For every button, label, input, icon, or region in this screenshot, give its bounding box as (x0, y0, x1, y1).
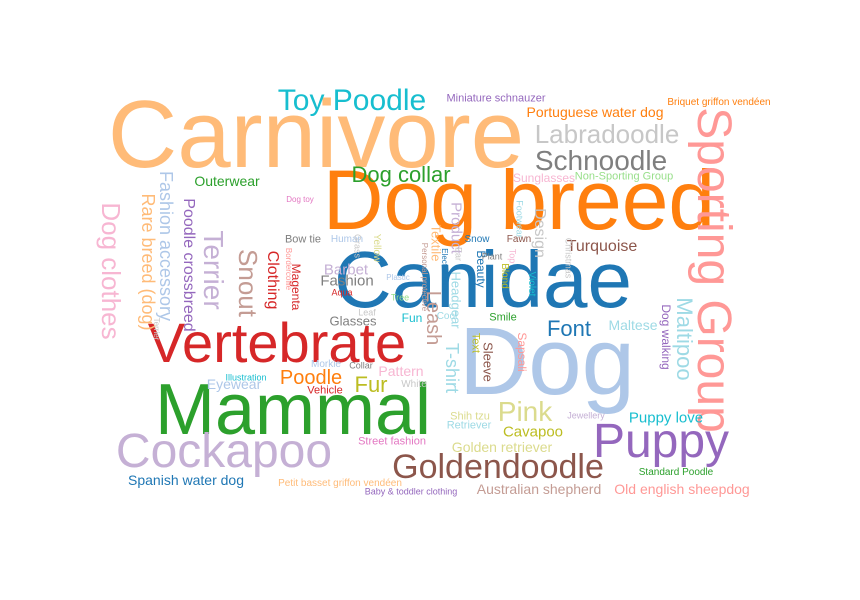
word-australian-shepherd: Australian shepherd (476, 481, 602, 497)
word-jewellery: Jewellery (567, 410, 605, 421)
word-turquoise: Turquoise (566, 238, 638, 255)
word-fur: Fur (354, 372, 388, 397)
word-text: Text (469, 332, 482, 354)
word-street-fashion: Street fashion (358, 435, 426, 448)
word-leaf: Leaf (358, 307, 376, 318)
word-eyewear: Eyewear (206, 376, 262, 392)
word-rare-breed-dog: Rare breed (dog) (138, 193, 158, 331)
word-fashion: Fashion (320, 272, 374, 290)
word-violet: Violet (526, 271, 537, 297)
word-human: Human (330, 234, 364, 245)
word-t-shirt: T-shirt (442, 342, 462, 394)
word-dog-collar: Dog collar (351, 162, 451, 187)
word-pink: Pink (497, 396, 553, 427)
word-sapsali: Sapsali (515, 332, 529, 372)
word-tree: Tree (390, 292, 410, 303)
word-sleeve: Sleeve (480, 342, 496, 382)
word-plastic: Plastic (386, 273, 410, 282)
word-puppy: Puppy (592, 415, 730, 468)
word-vertebrate: Vertebrate (147, 311, 407, 374)
word-shih-tzu: Shih tzu (450, 410, 490, 423)
word-poodle-crossbreed: Poodle crossbreed (180, 198, 197, 332)
word-barbet: Barbet (323, 261, 369, 279)
word-design: Design (531, 208, 548, 258)
word-cavapoo: Cavapoo (502, 423, 564, 441)
word-poodle: Poodle (279, 367, 343, 389)
word-snow: Snow (464, 234, 490, 245)
word-plant: Plant (481, 251, 503, 262)
word-non-sporting-group: Non-Sporting Group (574, 170, 674, 183)
word-baby-toddler-clothing: Baby & toddler clothing (364, 486, 458, 497)
word-morkie: Morkie (310, 359, 342, 370)
word-outerwear: Outerwear (194, 173, 260, 189)
word-petit-basset-griffon-vend-en: Petit basset griffon vendéen (278, 478, 402, 489)
word-dog-clothes: Dog clothes (96, 202, 126, 340)
word-christmas: Christmas (563, 237, 574, 279)
word-ear: Ear (453, 246, 464, 262)
word-sunglasses: Sunglasses (512, 171, 576, 185)
word-snout: Snout (233, 249, 263, 317)
word-fawn: Fawn (506, 234, 532, 245)
word-illustration: Illustration (225, 372, 267, 383)
word-spanish-water-dog: Spanish water dog (128, 472, 244, 488)
word-aqua: Aqua (331, 287, 353, 298)
word-briquet-griffon-vend-en: Briquet griffon vendéen (667, 97, 771, 108)
word-cool: Cool (436, 311, 458, 322)
word-pattern: Pattern (378, 363, 424, 379)
word-standard-poodle: Standard Poodle (638, 467, 714, 478)
word-terrier: Terrier (198, 230, 229, 310)
word-top: Top (507, 248, 518, 264)
word-smile: Smile (489, 311, 517, 324)
word-grass: Grass (352, 233, 363, 259)
word-collar: Collar (349, 360, 373, 371)
word-footwear: Footwear (514, 200, 525, 238)
word-sporting-group: Sporting Group (687, 107, 740, 433)
word-bow-tie: Bow tie (284, 233, 322, 246)
word-golden-retriever: Golden retriever (451, 439, 553, 455)
word-schnoodle: Schnoodle (534, 145, 668, 176)
word-dog-breed: Dog breed (322, 153, 716, 247)
word-fashion-accessory: Fashion accessory (156, 170, 176, 322)
word-cockapoo: Cockapoo (115, 425, 333, 478)
word-personal-protective: Personal protective (420, 242, 429, 312)
word-dog: Dog (458, 308, 636, 415)
word-labradoodle: Labradoodle (534, 119, 680, 149)
word-portuguese-water-dog: Portuguese water dog (526, 104, 664, 120)
word-glasses: Glasses (329, 313, 377, 329)
word-maltipoo: Maltipoo (672, 297, 697, 381)
word-white: White (401, 379, 427, 390)
word-blond: Blond (499, 263, 510, 289)
word-clothing: Clothing (264, 250, 281, 310)
word-canidae: Canidae (333, 235, 633, 324)
word-miniature-schnauzer: Miniature schnauzer (446, 92, 546, 105)
word-old-english-sheepdog: Old english sheepdog (614, 481, 750, 497)
word-dog-walking: Dog walking (659, 304, 673, 370)
word-carnivore: Carnivore (107, 81, 525, 188)
word-electric-blue: Electric blue (440, 248, 449, 292)
word-dog-toy: Dog toy (286, 195, 314, 204)
word-goldendoodle: Goldendoodle (392, 448, 604, 486)
word-bordercollie: Bordercollie (284, 247, 293, 291)
word-toy-poodle: Toy Poodle (277, 84, 427, 117)
word-vehicle: Vehicle (307, 384, 343, 397)
word-terrier: Terrier (152, 317, 161, 341)
word-yellow: Yellow (371, 233, 382, 263)
word-font: Font (546, 316, 592, 341)
word-retriever: Retriever (446, 419, 492, 432)
word-fun: Fun (401, 311, 423, 325)
word-puppy-love: Puppy love (628, 409, 704, 427)
word-mammal: Mammal (154, 370, 432, 450)
word-maltese: Maltese (608, 317, 658, 333)
